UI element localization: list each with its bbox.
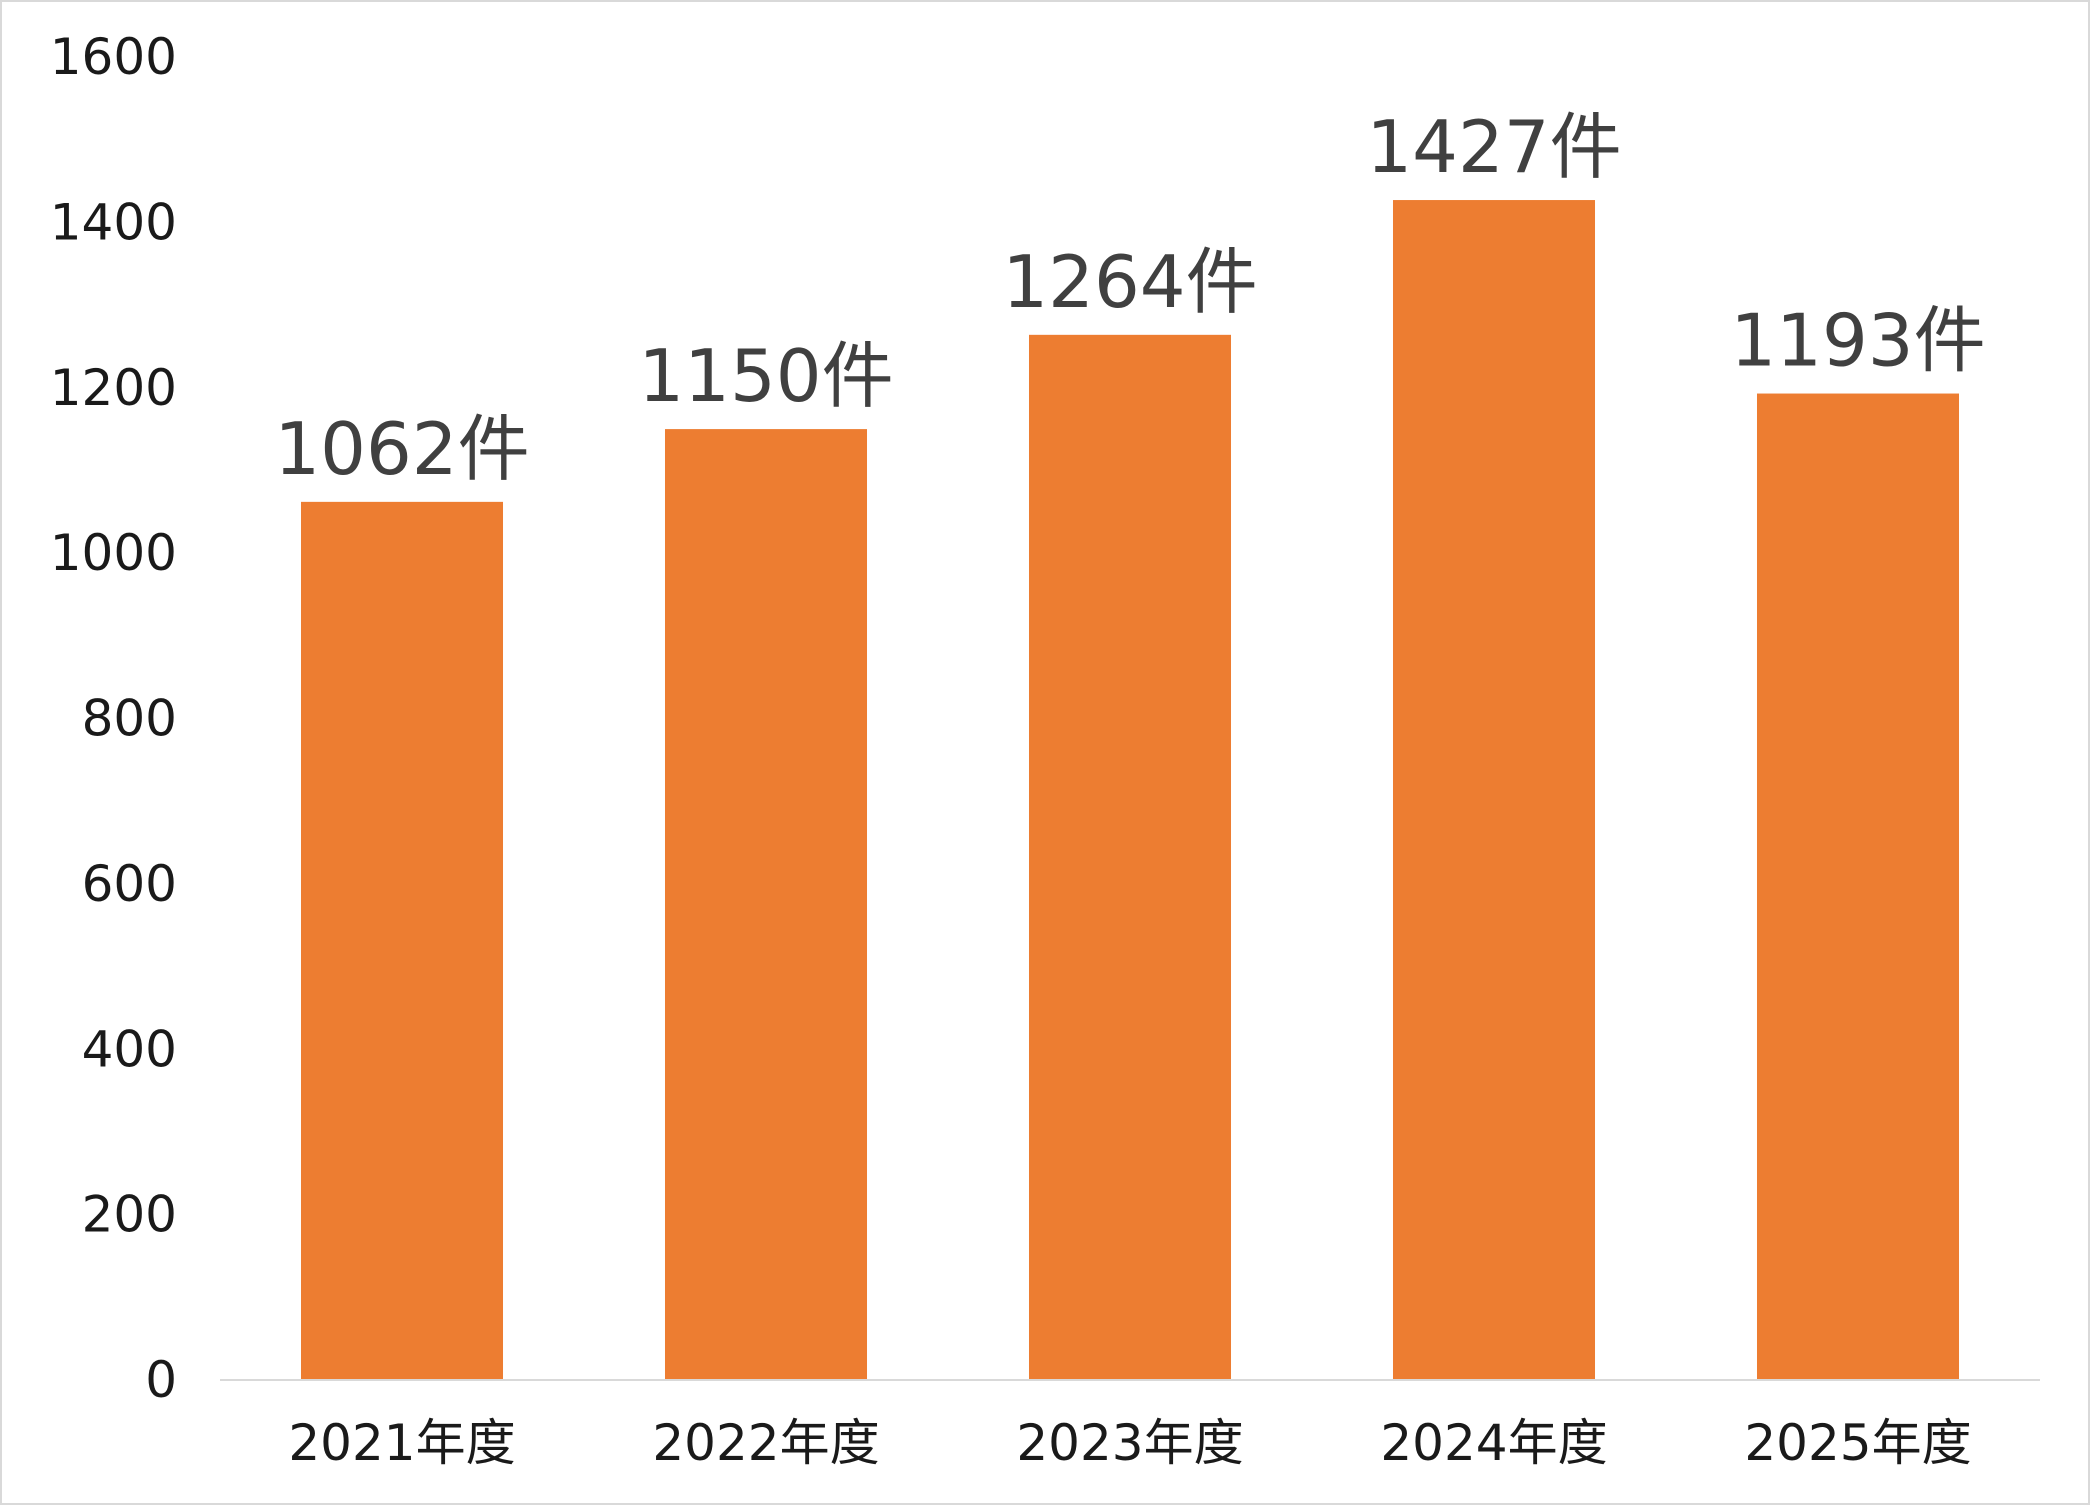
y-tick-label: 800	[82, 690, 177, 748]
bar-data-label: 1193件	[1730, 299, 1985, 383]
y-tick-label: 1000	[50, 524, 177, 582]
bar-data-label: 1150件	[638, 334, 893, 418]
bar-data-label: 1264件	[1002, 240, 1257, 324]
y-tick-label: 600	[82, 855, 177, 913]
bars	[300, 200, 1960, 1381]
bar-data-label: 1062件	[274, 407, 529, 491]
x-tick-label: 2022年度	[652, 1414, 879, 1472]
data-labels: 1062件 1150件 1264件 1427件 1193件	[274, 105, 1985, 491]
y-tick-label: 400	[82, 1020, 177, 1078]
bar	[1028, 334, 1232, 1381]
x-tick-label: 2021年度	[288, 1414, 515, 1472]
y-axis-ticks: 0 200 400 600 800 1000 1200 1400 1600	[50, 28, 177, 1409]
y-tick-label: 1600	[50, 28, 177, 86]
y-tick-label: 200	[82, 1186, 177, 1244]
bar	[1392, 200, 1596, 1381]
bar	[300, 501, 504, 1380]
x-axis-labels: 2021年度 2022年度 2023年度 2024年度 2025年度	[288, 1414, 1971, 1472]
bar-data-label: 1427件	[1366, 105, 1621, 189]
x-tick-label: 2023年度	[1016, 1414, 1243, 1472]
y-tick-label: 0	[145, 1351, 177, 1409]
x-tick-label: 2024年度	[1380, 1414, 1607, 1472]
y-tick-label: 1400	[50, 193, 177, 251]
bar	[1756, 393, 1960, 1381]
y-tick-label: 1200	[50, 359, 177, 417]
bar	[664, 429, 868, 1380]
x-tick-label: 2025年度	[1744, 1414, 1971, 1472]
